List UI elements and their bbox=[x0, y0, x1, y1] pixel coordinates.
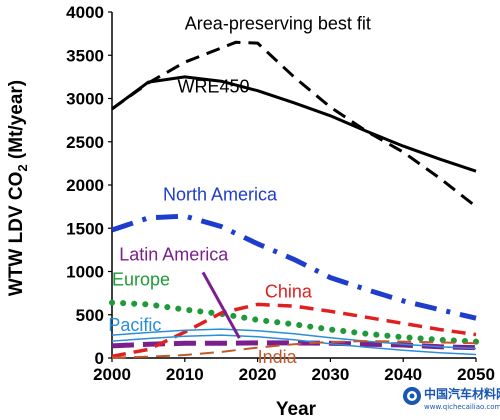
series-label-north-america: North America bbox=[163, 185, 278, 205]
x-tick-label: 2050 bbox=[457, 365, 495, 384]
series-line-pacific-upper bbox=[111, 328, 477, 350]
annotations bbox=[201, 271, 241, 339]
watermark-logo-icon bbox=[403, 387, 421, 405]
tick-labels: 0 500 1000 1500 2000 2500 3000 3500 4000 2000 2010… bbox=[66, 3, 495, 384]
series-line-china bbox=[111, 302, 477, 359]
series-label-europe: Europe bbox=[112, 269, 170, 289]
y-tick-label: 1000 bbox=[66, 263, 104, 282]
y-tick-label: 2500 bbox=[66, 133, 104, 152]
series-line-area-preserving-best-fit bbox=[111, 40, 477, 208]
series-line-north-america bbox=[111, 213, 477, 321]
y-tick-label: 3500 bbox=[66, 46, 104, 65]
series-lines bbox=[109, 40, 479, 359]
x-tick-label: 2030 bbox=[311, 365, 349, 384]
watermark-url: www.qichecailiao.com bbox=[424, 403, 500, 411]
x-tick-label: 2010 bbox=[166, 365, 204, 384]
series-line-india bbox=[111, 340, 477, 359]
annotation-pointer bbox=[201, 271, 241, 339]
series-line-pacific-lower bbox=[111, 334, 477, 356]
x-tick-label: 2020 bbox=[239, 365, 277, 384]
x-axis-title: Year bbox=[276, 399, 317, 420]
series-labels: WRE450 Area-preserving best fit North Amer… bbox=[108, 13, 371, 367]
watermark-logo-text: 中国汽车材料网 bbox=[424, 386, 500, 401]
y-axis-title-text: WTW LDV CO2 (Mt/year) bbox=[6, 80, 30, 296]
y-tick-label: 4000 bbox=[66, 3, 104, 22]
y-tick-label: 2000 bbox=[66, 176, 104, 195]
series-line-europe bbox=[109, 299, 479, 345]
y-axis-title: WTW LDV CO2 (Mt/year) bbox=[6, 80, 30, 296]
series-line-wre450 bbox=[111, 75, 477, 173]
series-label-latin-america: Latin America bbox=[119, 244, 229, 264]
series-label-pacific: Pacific bbox=[108, 315, 161, 335]
y-tick-label: 0 bbox=[95, 349, 104, 368]
watermark: 中国汽车材料网 www.qichecailiao.com bbox=[403, 386, 500, 411]
x-tick-label: 2040 bbox=[384, 365, 422, 384]
y-tick-label: 3000 bbox=[66, 90, 104, 109]
y-tick-label: 1500 bbox=[66, 219, 104, 238]
x-tick-label: 2000 bbox=[93, 365, 131, 384]
series-label-india: India bbox=[258, 347, 298, 367]
series-label-area-preserving-best-fit: Area-preserving best fit bbox=[185, 13, 371, 33]
y-tick-label: 500 bbox=[76, 306, 104, 325]
series-label-china: China bbox=[265, 281, 313, 301]
series-label-wre450: WRE450 bbox=[178, 76, 250, 96]
